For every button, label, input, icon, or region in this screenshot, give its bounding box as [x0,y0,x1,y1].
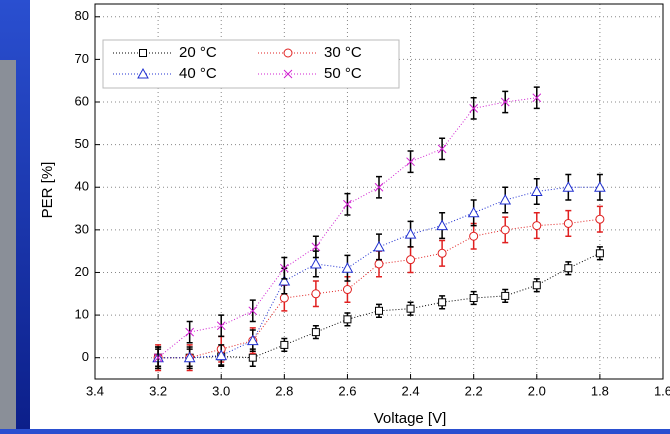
x-axis-label: Voltage [V] [374,410,447,427]
y-tick-label: 30 [75,221,89,236]
marker [311,242,321,252]
marker [499,193,512,205]
marker [373,240,385,252]
marker [342,285,352,295]
x-tick-label: 2.0 [528,383,546,398]
marker [283,48,293,58]
y-tick-label: 80 [75,8,89,23]
photo-strip [0,60,16,429]
marker [467,206,480,218]
marker [530,185,543,196]
marker [374,182,384,192]
marker [404,228,417,239]
y-axis-label: PER [%] [39,162,56,219]
marker [279,293,289,303]
marker [311,289,321,299]
marker [500,225,510,235]
marker [137,67,149,79]
x-tick-label: 2.2 [465,383,483,398]
x-tick-label: 1.6 [654,383,670,398]
marker [343,199,352,209]
marker [406,157,415,167]
marker [501,291,510,300]
marker [438,298,447,307]
marker [563,218,573,228]
marker [185,327,195,337]
marker [153,353,163,363]
marker [406,255,416,265]
x-tick-label: 1.8 [591,383,609,398]
x-tick-label: 2.6 [338,383,356,398]
marker [562,181,575,192]
marker [532,221,542,231]
x-tick-label: 3.2 [149,383,167,398]
marker [375,306,383,315]
marker [595,214,605,224]
marker [343,315,352,324]
marker [183,351,196,363]
marker [500,97,510,107]
marker [246,334,259,346]
marker [437,248,447,258]
marker [595,249,604,258]
legend-label: 50 °C [324,65,362,82]
marker [469,294,478,303]
legend-box [102,39,400,89]
y-tick-label: 20 [75,264,89,279]
marker [279,263,289,273]
marker [280,340,289,349]
marker [436,219,448,231]
x-tick-label: 3.0 [212,383,230,398]
legend-label: 30 °C [324,44,362,61]
marker [469,231,479,241]
x-tick-label: 3.4 [86,383,104,398]
marker [341,262,354,273]
marker [532,93,542,103]
y-tick-label: 0 [82,349,89,364]
marker [437,144,447,154]
marker [594,181,606,192]
marker [311,328,320,337]
legend-label: 40 °C [179,65,217,82]
marker [215,349,228,361]
y-tick-label: 10 [75,307,89,322]
y-tick-label: 60 [75,93,89,108]
marker [283,69,293,79]
legend-label: 20 °C [179,44,217,61]
marker [406,304,415,313]
y-tick-label: 50 [75,136,89,151]
marker [374,259,384,269]
marker [248,306,258,316]
marker [564,264,573,273]
y-tick-label: 40 [75,179,89,194]
marker [248,353,257,362]
marker [310,257,322,269]
marker [139,49,147,57]
x-tick-label: 2.4 [402,383,420,398]
marker [278,274,291,286]
plot-frame [94,3,664,380]
y-tick-label: 70 [75,51,89,66]
marker [532,281,541,290]
marker [216,321,226,331]
marker [469,104,479,113]
series-line [158,218,600,359]
x-tick-label: 2.8 [275,383,293,398]
